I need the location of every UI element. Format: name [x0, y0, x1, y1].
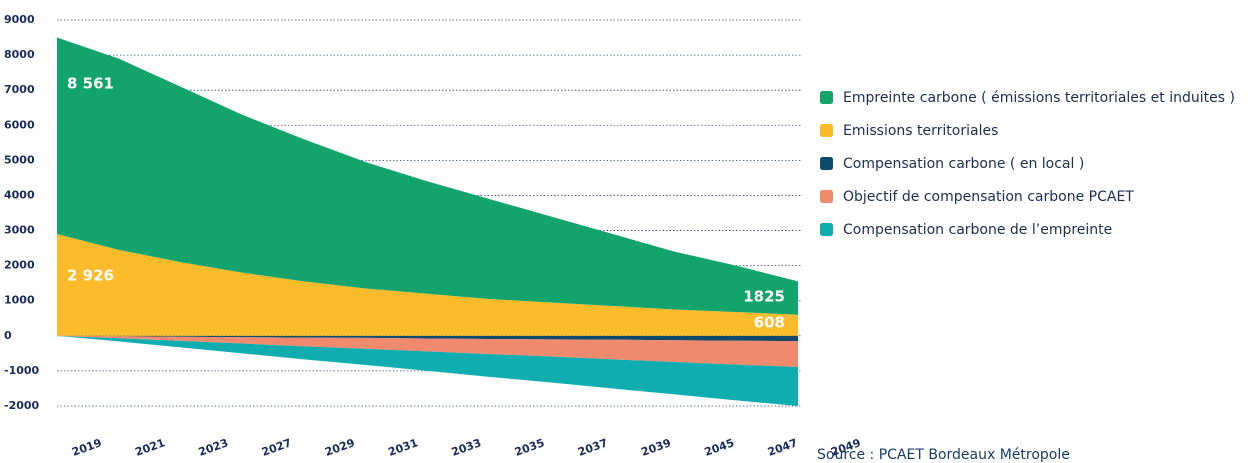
area [57, 335, 798, 368]
annotation: 8 561 [67, 75, 114, 93]
x-tick-label: 2035 [513, 436, 546, 459]
y-tick-label: 1000 [4, 294, 35, 307]
annotation: 2 926 [67, 267, 114, 285]
x-tick-label: 2031 [386, 436, 419, 459]
area [57, 234, 798, 336]
legend-label: Objectif de compensation carbone PCAET [843, 189, 1134, 205]
y-tick-label: 8000 [4, 48, 35, 61]
y-tick-label: -1000 [4, 364, 40, 377]
x-tick-label: 2027 [260, 436, 293, 459]
y-tick-label: 4000 [4, 188, 35, 201]
legend-swatch [820, 223, 833, 236]
y-tick-label: 6000 [4, 118, 35, 131]
y-tick-label: 3000 [4, 224, 35, 237]
x-tick-label: 2037 [576, 436, 609, 459]
x-tick-label: 2033 [450, 436, 483, 459]
y-tick-label: 2000 [4, 259, 35, 272]
area [57, 335, 798, 406]
area [57, 37, 798, 315]
x-tick-label: 2019 [70, 436, 103, 459]
x-tick-label: 2047 [766, 436, 799, 459]
annotation: 1825 [743, 288, 785, 306]
legend-label: Compensation carbone ( en local ) [843, 156, 1084, 172]
legend-label: Compensation carbone de l’empreinte [843, 222, 1112, 238]
y-tick-label: 7000 [4, 83, 35, 96]
source: Source : PCAET Bordeaux Métropole [817, 447, 1070, 463]
x-tick-label: 2045 [703, 436, 736, 459]
x-tick-label: 2023 [197, 436, 230, 459]
legend-swatch [820, 157, 833, 170]
legend-swatch [820, 91, 833, 104]
y-tick-label: 9000 [4, 13, 35, 26]
legend-label: Empreinte carbone ( émissions territoria… [843, 90, 1235, 106]
y-tick-label: -2000 [4, 399, 40, 412]
x-tick-label: 2039 [639, 436, 672, 459]
annotation: 608 [754, 314, 785, 332]
legend-swatch [820, 190, 833, 203]
y-tick-label: 0 [4, 329, 12, 342]
x-tick-label: 2029 [323, 436, 356, 459]
legend-label: Emissions territoriales [843, 123, 998, 139]
legend-swatch [820, 124, 833, 137]
y-tick-label: 5000 [4, 153, 35, 166]
x-tick-label: 2021 [133, 436, 166, 459]
